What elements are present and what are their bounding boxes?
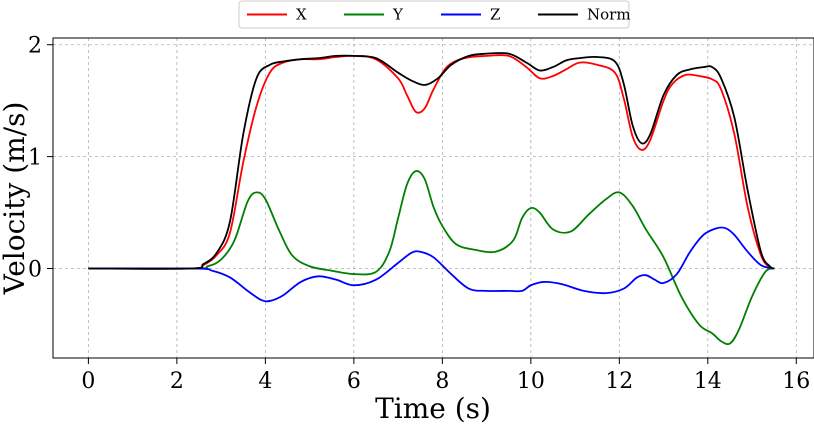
legend-label-norm: Norm	[587, 6, 631, 24]
series-line-norm	[88, 52, 775, 270]
x-tick-label: 2	[170, 369, 184, 394]
x-axis-title: Time (s)	[375, 392, 491, 425]
series-line-z	[88, 226, 775, 303]
x-tick-label: 0	[81, 369, 95, 394]
series-line-x	[88, 54, 775, 270]
legend-label-y: Y	[392, 6, 404, 24]
series-group	[88, 52, 775, 346]
x-tick-label: 4	[258, 369, 272, 394]
legend: X Y Z Norm	[238, 0, 631, 29]
grid	[53, 38, 814, 358]
plot-frame	[52, 37, 814, 359]
x-tick-label: 12	[605, 369, 633, 394]
y-axis-title: Velocity (m/s)	[0, 102, 31, 296]
legend-label-x: X	[296, 6, 307, 24]
x-tick-label: 16	[782, 369, 810, 394]
y-tick-label: 2	[28, 34, 42, 59]
legend-frame	[238, 0, 630, 29]
x-tick-label: 6	[347, 369, 361, 394]
y-tick-label: 1	[28, 146, 42, 171]
x-tick-label: 10	[517, 369, 545, 394]
y-tick-label: 0	[28, 257, 42, 282]
x-tick-label: 8	[435, 369, 449, 394]
legend-label-z: Z	[490, 6, 500, 24]
series-line-y	[88, 170, 775, 346]
x-tick-label: 14	[694, 369, 722, 394]
